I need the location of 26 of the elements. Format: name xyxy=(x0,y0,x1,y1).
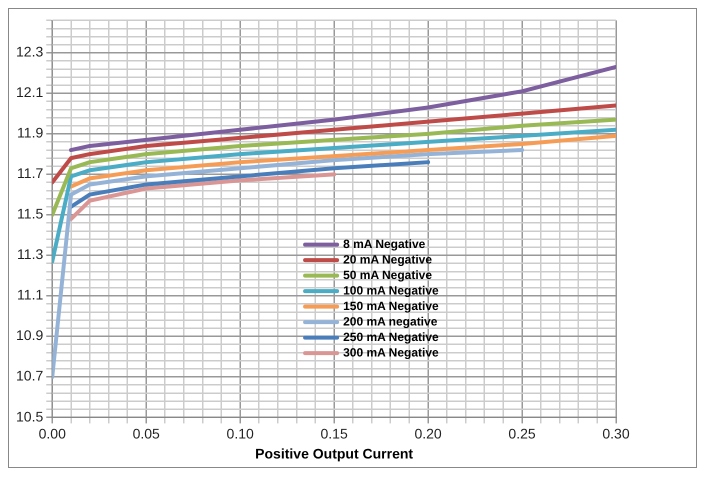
x-tick-label: 0.10 xyxy=(226,426,254,442)
x-tick-label: 0.20 xyxy=(414,426,442,442)
y-tick-label: 12.3 xyxy=(16,44,44,60)
legend-label: 200 mA negative xyxy=(343,314,438,328)
legend-label: 100 mA Negative xyxy=(343,283,440,298)
x-tick-label: 0.00 xyxy=(38,426,66,442)
y-tick-label: 11.1 xyxy=(17,286,44,303)
x-tick-label: 0.30 xyxy=(602,426,630,442)
y-tick-label: 11.3 xyxy=(17,246,44,262)
legend-label: 150 mA Negative xyxy=(343,298,440,313)
legend-label: 8 mA Negative xyxy=(343,236,426,251)
y-tick-label: 10.9 xyxy=(16,327,44,344)
legend-label: 250 mA Negative xyxy=(343,330,440,344)
x-tick-label: 0.05 xyxy=(132,426,160,442)
legend-label: 20 mA Negative xyxy=(343,252,432,266)
y-tick-label: 11.9 xyxy=(17,124,44,141)
legend-label: 50 mA Negative xyxy=(343,268,432,282)
y-tick-label: 10.7 xyxy=(16,368,44,384)
x-tick-label: 0.15 xyxy=(320,426,348,442)
legend-label: 300 mA Negative xyxy=(343,345,440,360)
x-axis-title: Positive Output Current xyxy=(255,445,414,462)
x-tick-label: 0.25 xyxy=(508,426,536,442)
y-tick-label: 11.5 xyxy=(17,206,44,222)
y-tick-label: 10.5 xyxy=(16,408,44,424)
y-tick-label: 11.7 xyxy=(17,165,44,182)
y-tick-label: 12.1 xyxy=(16,84,44,100)
